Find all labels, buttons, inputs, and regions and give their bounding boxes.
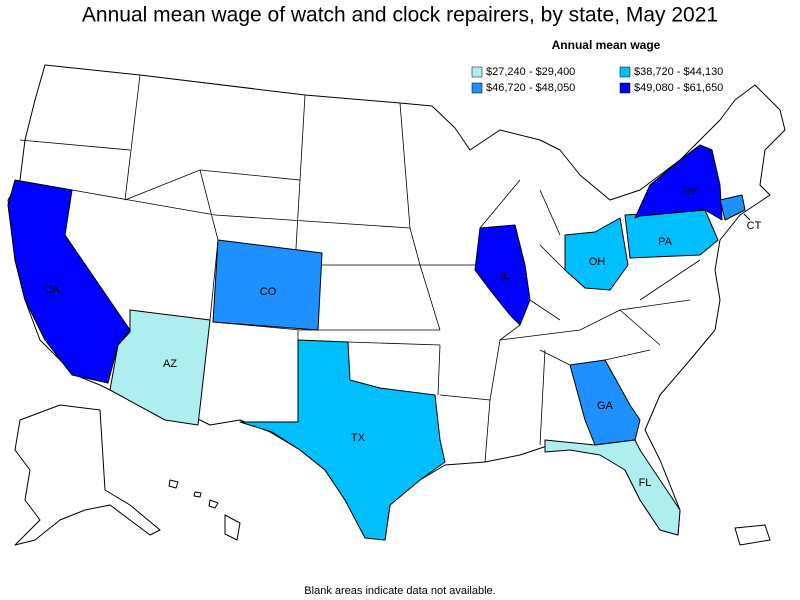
state-label: CA [44,284,60,296]
state [212,239,323,331]
state-label: GA [597,400,614,412]
legend-label: $46,720 - $48,050 [486,82,575,94]
puerto-rico [734,524,771,546]
state-label: FL [639,477,652,489]
state [239,339,446,541]
state [544,439,681,536]
legend-swatch [471,82,483,94]
map-title: Annual mean wage of watch and clock repa… [82,4,718,27]
state-label: IL [500,270,509,282]
state [569,359,641,446]
insets [14,404,771,546]
state-label: CT [747,220,762,232]
state-label: PA [658,236,673,248]
state [719,194,746,221]
alaska [14,404,161,546]
state-label: TX [351,432,366,444]
state [474,224,531,326]
legend-title: Annual mean wage [552,38,661,52]
footnote: Blank areas indicate data not available. [304,585,495,597]
state-borders [19,74,701,463]
state [624,209,719,259]
legend: $27,240 - $29,400 $38,720 - $44,130 $46,72… [471,66,723,94]
legend-swatch [619,82,631,94]
state-label: AZ [163,358,177,370]
states: CA AZ CO TX IL OH PA NY CT GA FL [7,144,762,541]
legend-label: $49,080 - $61,650 [634,82,723,94]
state [7,179,131,384]
state [564,217,629,291]
callout-line [743,213,751,221]
state-label: CO [260,286,277,298]
state [109,309,211,426]
state-label: OH [589,256,606,268]
state-label: NY [682,186,698,198]
legend-swatch [619,66,631,78]
state [634,144,723,221]
legend-label: $27,240 - $29,400 [486,66,575,78]
hawaii [168,479,241,541]
legend-label: $38,720 - $44,130 [634,66,723,78]
legend-swatch [471,66,483,78]
